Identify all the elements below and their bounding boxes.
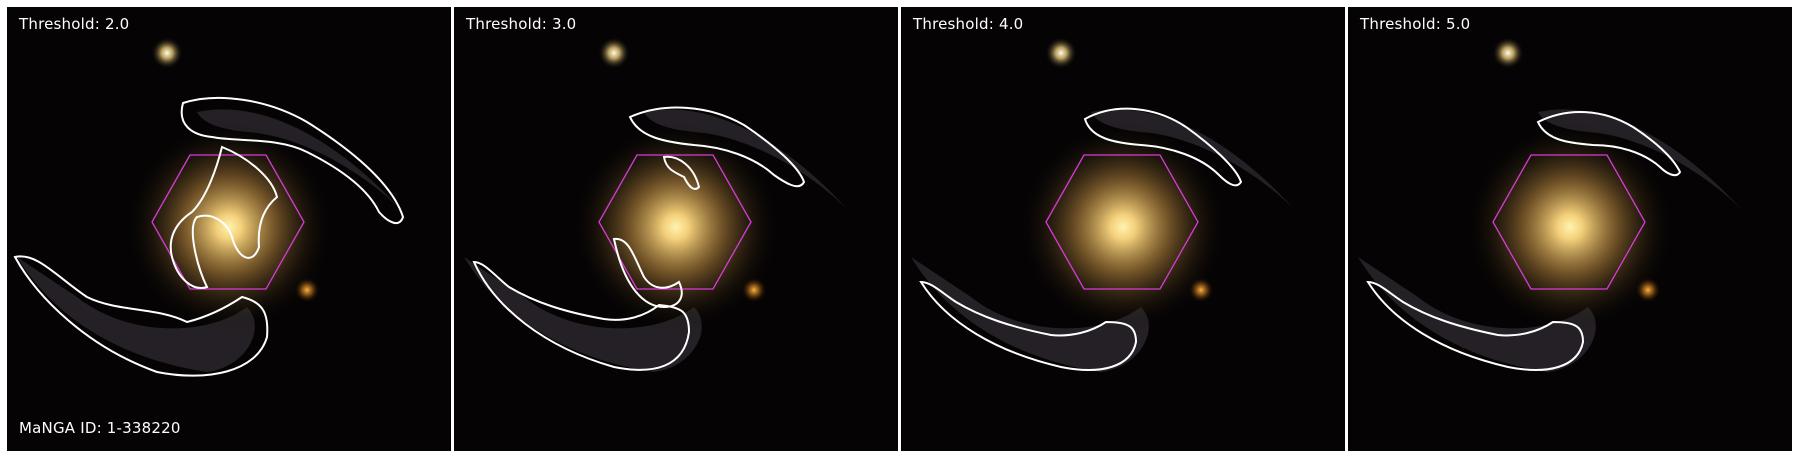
spiral-arm-lower (17, 257, 255, 372)
panel-threshold-4: Threshold: 4.0 (901, 7, 1345, 451)
ifu-hexagon (151, 154, 305, 290)
bright-star (1492, 37, 1524, 69)
bright-star (151, 37, 183, 69)
manga-id-label: MaNGA ID: 1-338220 (19, 419, 181, 437)
orange-star (741, 277, 767, 303)
contour-arm-lower (1366, 280, 1585, 371)
galaxy-bulge (1465, 122, 1675, 332)
contour-arm-upper (628, 106, 806, 188)
spiral-arm-lower (1358, 257, 1596, 372)
galaxy-bulge (571, 122, 781, 332)
ifu-hexagon (598, 154, 752, 290)
orange-star (294, 277, 320, 303)
galaxy-bulge (1018, 122, 1228, 332)
contour-arm-lower (472, 260, 691, 371)
threshold-label: Threshold: 4.0 (913, 15, 1024, 33)
bright-star (1045, 37, 1077, 69)
galaxy-image (1348, 7, 1792, 451)
panel-threshold-5: Threshold: 5.0 (1348, 7, 1792, 451)
contour-arm-lower (13, 255, 269, 377)
ifu-hexagon (1045, 154, 1199, 290)
bright-star (598, 37, 630, 69)
spiral-arm-lower (464, 257, 702, 372)
contour-arm-upper (1083, 107, 1243, 187)
contour-arm-lower (919, 280, 1138, 371)
threshold-label: Threshold: 3.0 (466, 15, 577, 33)
orange-star (1188, 277, 1214, 303)
orange-star (1635, 277, 1661, 303)
contour-inner (169, 145, 279, 289)
contour-arm-upper (1536, 110, 1682, 177)
galaxy-image (7, 7, 451, 451)
contour-arm-upper (180, 96, 405, 225)
contour-inner (662, 155, 701, 190)
spiral-arm-upper (1538, 109, 1748, 217)
threshold-label: Threshold: 5.0 (1360, 15, 1471, 33)
panel-threshold-2: Threshold: 2.0 MaNGA ID: 1-338220 (7, 7, 451, 451)
threshold-label: Threshold: 2.0 (19, 15, 130, 33)
galaxy-image (901, 7, 1345, 451)
spiral-arm-upper (644, 109, 854, 217)
panel-threshold-3: Threshold: 3.0 (454, 7, 898, 451)
contour-inner-lower (612, 237, 683, 309)
spiral-arm-upper (197, 109, 407, 217)
galaxy-bulge (124, 122, 334, 332)
ifu-hexagon (1492, 154, 1646, 290)
galaxy-image (454, 7, 898, 451)
spiral-arm-lower (911, 257, 1149, 372)
spiral-arm-upper (1091, 109, 1301, 217)
